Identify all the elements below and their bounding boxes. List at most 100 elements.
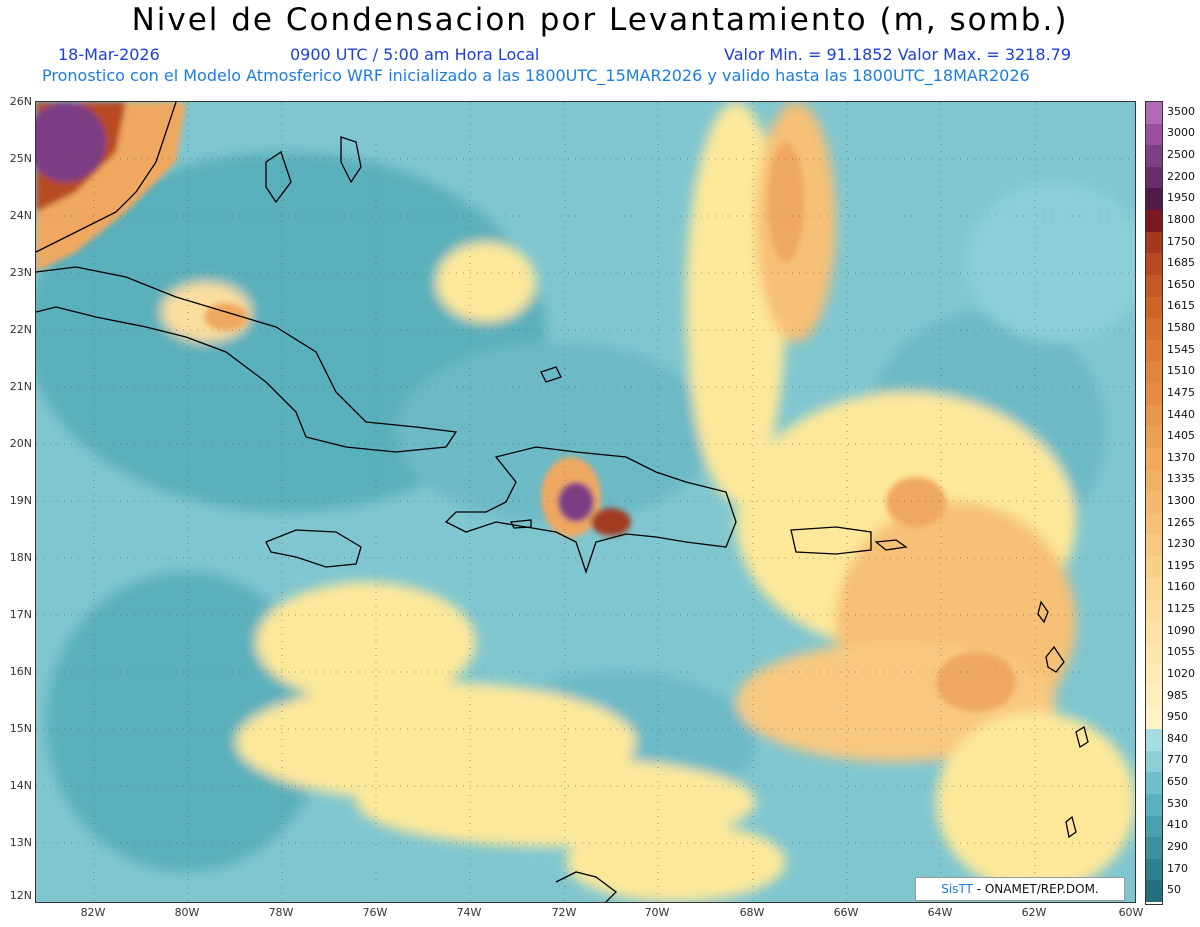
colorbar-tick-label: 290 [1167,839,1188,853]
colorbar-swatch [1146,339,1162,362]
lesser-antilles-4 [1065,815,1077,839]
colorbar-swatch [1146,274,1162,298]
lat-label: 22N [9,323,32,336]
colorbar-tick-label: 50 [1167,883,1181,897]
chart-title: Nivel de Condensacion por Levantamiento … [131,2,1069,38]
colorbar-tick-label: 1405 [1167,429,1195,443]
forecast-date: 18-Mar-2026 [58,45,160,64]
colorbar-tick-label: 770 [1167,753,1188,767]
colorbar-tick-label: 840 [1167,731,1188,745]
credit-logo-text: SisTT [941,882,973,896]
colorbar-swatch [1146,685,1162,708]
colorbar-swatch [1146,404,1162,427]
colorbar-swatch [1146,469,1162,492]
colorbar-swatch [1146,577,1162,600]
colorbar-swatch [1146,880,1162,903]
colorbar-swatch [1146,599,1162,622]
colorbar-swatch [1146,447,1162,471]
lat-label: 25N [9,152,32,165]
bahamas-abaco [340,136,362,184]
lat-label: 15N [9,722,32,735]
colorbar-tick-label: 1475 [1167,385,1195,399]
colorbar-tick-label: 1615 [1167,299,1195,313]
colorbar-tick-label: 1300 [1167,494,1195,507]
credit-text: - ONAMET/REP.DOM. [972,882,1099,896]
colorbar-tick-label: 985 [1167,688,1188,702]
colorbar-tick-label: 950 [1167,710,1188,724]
south-america-coast [555,871,617,902]
colorbar-swatch [1146,750,1162,773]
lon-label: 64W [927,906,953,919]
lon-label: 60W [1118,906,1144,919]
lat-label: 12N [9,889,32,902]
colorbar-tick-label: 1335 [1167,472,1195,486]
turks-caicos [540,366,562,383]
lcl-field-map [36,102,1135,902]
colorbar-swatch [1146,426,1162,449]
lon-label: 82W [80,906,106,919]
lon-label: 76W [362,906,388,919]
credit-box: SisTT - ONAMET/REP.DOM. [915,877,1125,901]
lat-label: 26N [9,95,32,108]
colorbar-swatch [1146,707,1162,730]
colorbar-tick-label: 1195 [1167,558,1195,572]
forecast-time: 0900 UTC / 5:00 am Hora Local [290,45,540,64]
colorbar-tick-label: 1685 [1167,256,1195,270]
colorbar-tick-label: 530 [1167,796,1188,810]
colorbar-swatch [1146,145,1162,168]
colorbar-tick-label: 1440 [1167,407,1195,421]
colorbar-tick-label: 3500 [1167,104,1195,118]
lat-label: 21N [9,380,32,393]
colorbar-tick-label: 1950 [1167,191,1195,205]
colorbar-swatch [1146,556,1162,579]
lon-label: 68W [739,906,765,919]
colorbar-swatch [1146,296,1162,319]
colorbar-swatch [1146,620,1162,644]
haiti-gonave [509,519,532,529]
colorbar-swatch [1146,837,1162,860]
colorbar-tick-label: 1650 [1167,277,1195,291]
colorbar-tick-label: 1265 [1167,515,1195,529]
colorbar-tick-label: 1370 [1167,450,1195,464]
lon-label: 62W [1021,906,1047,919]
colorbar-swatch [1146,318,1162,341]
colorbar-swatch [1146,361,1162,384]
colorbar-swatch [1146,383,1162,406]
lesser-antilles-2 [1045,645,1065,673]
colorbar-tick-label: 650 [1167,775,1188,789]
lat-label: 16N [9,665,32,678]
cuba-coast [36,266,458,453]
florida-coast [36,102,177,253]
map-panel [35,101,1136,903]
lat-label: 19N [9,494,32,507]
colorbar-tick-label: 1750 [1167,234,1195,248]
model-description: Pronostico con el Modelo Atmosferico WRF… [42,66,1030,85]
lon-label: 72W [551,906,577,919]
colorbar-tick-label: 410 [1167,818,1188,832]
colorbar-swatch [1146,512,1162,535]
colorbar-tick-label: 1510 [1167,364,1195,378]
lat-label: 24N [9,209,32,222]
colorbar-tick-label: 1090 [1167,623,1195,637]
colorbar-swatch [1146,253,1162,276]
hispaniola-coast [444,446,737,575]
colorbar-swatch [1146,123,1162,146]
colorbar-tick-label: 1020 [1167,666,1195,680]
colorbar-swatch [1146,793,1162,816]
colorbar-swatch [1146,664,1162,687]
lat-label: 23N [9,266,32,279]
colorbar-swatch [1146,166,1162,189]
lesser-antilles-1 [1037,600,1049,624]
colorbar-tick-label: 1125 [1167,602,1195,616]
colorbar-tick-label: 1580 [1167,321,1195,335]
colorbar-swatch [1146,772,1162,795]
colorbar-swatch [1146,729,1162,752]
lat-label: 17N [9,608,32,621]
colorbar-tick-label: 2200 [1167,169,1195,183]
lon-label: 74W [456,906,482,919]
colorbar-swatch [1146,534,1162,557]
lat-label: 18N [9,551,32,564]
lon-label: 80W [174,906,200,919]
jamaica-coast [265,529,362,568]
colorbar-tick-label: 1160 [1167,580,1195,594]
